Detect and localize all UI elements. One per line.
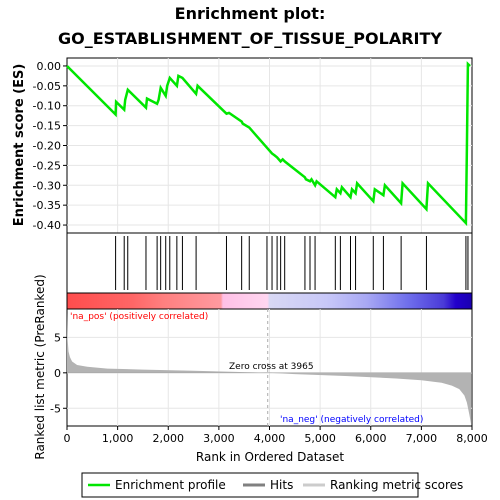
metric-y-axis-label: Ranked list metric (PreRanked) (33, 274, 47, 459)
es-tick-label: -0.30 (33, 179, 61, 192)
title-line-1: Enrichment plot: (175, 4, 326, 23)
legend-enrichment-label: Enrichment profile (115, 478, 226, 492)
x-tick-label: 4,000 (254, 432, 286, 445)
es-tick-label: -0.40 (33, 219, 61, 232)
x-ticks: 0 1,000 2,000 3,000 4,000 5,000 6,000 7,000 8,00… (64, 426, 488, 445)
es-tick-label: 0.00 (37, 60, 62, 73)
title-line-2: GO_ESTABLISHMENT_OF_TISSUE_POLARITY (58, 29, 442, 48)
x-tick-label: 5,000 (304, 432, 336, 445)
es-y-ticks: 0.00 -0.05 -0.10 -0.15 -0.20 -0.25 -0.30 -0.35 -… (33, 60, 67, 232)
es-tick-label: -0.10 (33, 100, 61, 113)
es-tick-label: -0.20 (33, 140, 61, 153)
neg-annotation: 'na_neg' (negatively correlated) (280, 415, 423, 425)
x-axis-label: Rank in Ordered Dataset (196, 450, 344, 464)
legend-hits-label: Hits (270, 478, 293, 492)
x-tick-label: 8,000 (456, 432, 488, 445)
metric-tick-label: 5 (54, 331, 61, 344)
es-tick-label: -0.35 (33, 199, 61, 212)
metric-tick-label: -5 (50, 402, 61, 415)
hit-marks (115, 236, 469, 290)
x-tick-label: 6,000 (355, 432, 387, 445)
pos-annotation: 'na_pos' (positively correlated) (70, 312, 208, 322)
es-tick-label: -0.05 (33, 80, 61, 93)
x-tick-label: 7,000 (406, 432, 438, 445)
metric-tick-label: 0 (54, 367, 61, 380)
zero-cross-annotation: Zero cross at 3965 (229, 362, 314, 372)
legend-metric-label: Ranking metric scores (330, 478, 463, 492)
es-y-axis-label: Enrichment score (ES) (12, 64, 27, 227)
x-tick-label: 1,000 (102, 432, 134, 445)
ranking-color-bar (66, 292, 473, 310)
x-tick-label: 2,000 (153, 432, 185, 445)
hits-panel (66, 232, 473, 294)
metric-y-ticks: 5 0 -5 (50, 331, 67, 415)
x-tick-label: 0 (64, 432, 71, 445)
x-tick-label: 3,000 (203, 432, 235, 445)
es-tick-label: -0.15 (33, 120, 61, 133)
enrichment-profile-line (66, 61, 471, 227)
es-tick-label: -0.25 (33, 159, 61, 172)
